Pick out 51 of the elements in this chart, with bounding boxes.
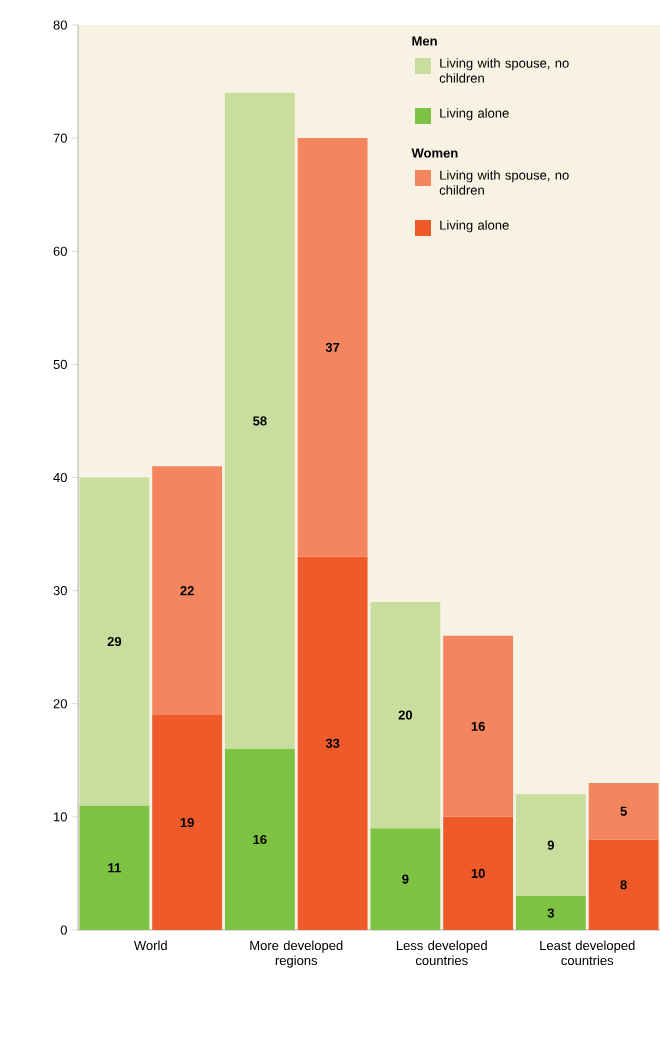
data-label: 3	[547, 908, 555, 918]
data-label: 9	[402, 874, 409, 884]
data-label: 8	[620, 880, 627, 890]
bar	[152, 715, 223, 930]
bar	[297, 138, 368, 557]
y-tick-label: 70	[53, 133, 67, 143]
bar	[224, 748, 295, 930]
legend-label: Living with spouse, no children	[439, 58, 569, 83]
bar	[515, 896, 586, 930]
data-label: 19	[180, 817, 194, 828]
bar	[588, 782, 659, 840]
data-label: 58	[253, 416, 267, 426]
x-tick-label: Less developed countries	[396, 940, 487, 966]
y-tick-label: 50	[53, 359, 67, 369]
data-label: 16	[471, 721, 485, 731]
x-tick-label: More developed regions	[250, 940, 343, 968]
legend-label: Living alone	[440, 220, 509, 233]
bar	[297, 556, 368, 930]
y-tick-label: 80	[53, 20, 67, 30]
bar	[224, 92, 295, 749]
data-label: 11	[108, 863, 121, 873]
bar	[79, 805, 150, 930]
data-label: 22	[180, 586, 194, 596]
bar	[79, 477, 150, 806]
bar	[515, 794, 586, 897]
annotation: Men	[412, 36, 437, 46]
data-label: 9	[547, 840, 555, 850]
y-tick-label: 30	[53, 586, 67, 596]
data-label: 29	[107, 636, 122, 647]
y-tick-label: 40	[53, 472, 67, 483]
bar	[443, 635, 514, 817]
bar	[370, 601, 441, 829]
data-label: 5	[620, 806, 627, 816]
y-tick-label: 20	[53, 699, 67, 709]
data-label: 20	[398, 710, 413, 720]
bar	[370, 828, 441, 930]
legend-label: Living alone	[440, 108, 509, 121]
x-tick-label: Least developed countries	[540, 940, 635, 966]
data-label: 16	[253, 834, 267, 845]
bar	[443, 816, 514, 930]
bar	[588, 839, 659, 930]
annotation: Women	[411, 148, 458, 158]
data-label: 33	[325, 738, 340, 748]
y-tick-label: 10	[53, 812, 67, 822]
y-tick-label: 0	[60, 925, 67, 935]
y-tick-label: 60	[53, 246, 67, 256]
data-label: 10	[471, 868, 485, 879]
data-label: 37	[325, 342, 340, 353]
legend-label: Living with spouse, no children	[439, 170, 569, 195]
bar	[152, 466, 223, 716]
x-tick-label: World	[133, 940, 167, 951]
